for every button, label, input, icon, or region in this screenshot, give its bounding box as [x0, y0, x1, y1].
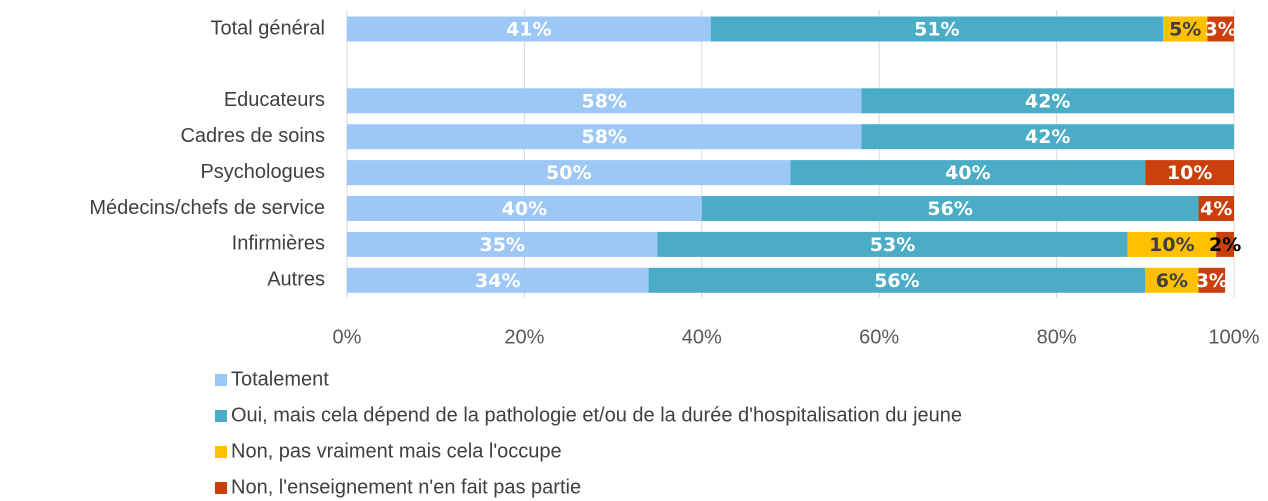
- bar-segment: [861, 124, 1234, 150]
- bar-segment: [648, 267, 1146, 293]
- data-label: 3%: [1196, 270, 1228, 292]
- bar-segment: [710, 16, 1164, 42]
- bar-segment: [1216, 231, 1234, 257]
- bar-segment: [1163, 16, 1208, 42]
- bar-segment: [790, 160, 1146, 186]
- category-label: Total général: [210, 17, 325, 39]
- data-label: 35%: [479, 234, 524, 256]
- bar-segment: [1127, 231, 1217, 257]
- data-label: 56%: [874, 270, 919, 292]
- data-label: 53%: [870, 234, 915, 256]
- legend-label: Totalement: [231, 368, 329, 390]
- bar-segment: [657, 231, 1128, 257]
- bar-segment: [1145, 160, 1234, 186]
- x-tick-label: 40%: [682, 326, 722, 348]
- category-label: Educateurs: [224, 89, 325, 111]
- bar-segment: [347, 124, 862, 150]
- legend-swatch: [215, 446, 227, 458]
- data-label: 40%: [502, 198, 547, 220]
- x-tick-label: 80%: [1037, 326, 1077, 348]
- data-label: 58%: [581, 126, 626, 148]
- bar-segment: [861, 88, 1234, 114]
- category-label: Cadres de soins: [180, 125, 325, 147]
- bar-segment: [701, 196, 1199, 221]
- category-label: Médecins/chefs de service: [89, 197, 325, 219]
- bar-segment: [347, 196, 702, 221]
- legend-label: Non, l'enseignement n'en fait pas partie: [231, 476, 581, 498]
- data-label: 4%: [1200, 198, 1232, 220]
- bar-segment: [347, 16, 711, 42]
- data-label: 41%: [506, 19, 551, 41]
- legend-label: Oui, mais cela dépend de la pathologie e…: [231, 404, 962, 426]
- legend-swatch: [215, 374, 227, 386]
- x-tick-label: 100%: [1208, 326, 1259, 348]
- data-label: 3%: [1205, 19, 1237, 41]
- legend-swatch: [215, 410, 227, 422]
- legend-swatch: [215, 482, 227, 494]
- data-label: 51%: [914, 19, 959, 41]
- bar-segment: [347, 267, 649, 293]
- bar-segment: [347, 160, 791, 186]
- data-label: 6%: [1156, 270, 1188, 292]
- data-label: 34%: [475, 270, 520, 292]
- data-label: 42%: [1025, 90, 1070, 112]
- bar-segment: [1198, 267, 1226, 293]
- data-label: 40%: [945, 162, 990, 184]
- data-label: 10%: [1149, 234, 1194, 256]
- bar-segment: [1198, 196, 1234, 221]
- category-label: Autres: [267, 269, 325, 291]
- data-label: 56%: [927, 198, 972, 220]
- x-tick-label: 20%: [504, 326, 544, 348]
- category-label: Infirmières: [232, 233, 325, 255]
- data-label: 50%: [546, 162, 591, 184]
- bar-segment: [1207, 16, 1234, 42]
- data-label: 5%: [1169, 19, 1201, 41]
- bar-segment: [347, 88, 862, 114]
- data-label: 10%: [1167, 162, 1212, 184]
- legend-label: Non, pas vraiment mais cela l'occupe: [231, 440, 562, 462]
- category-label: Psychologues: [200, 161, 325, 183]
- bar-segment: [1145, 267, 1199, 293]
- data-label: 42%: [1025, 126, 1070, 148]
- x-tick-label: 60%: [859, 326, 899, 348]
- x-tick-label: 0%: [333, 326, 362, 348]
- bar-segment: [347, 231, 658, 257]
- data-label: 58%: [581, 90, 626, 112]
- data-label: 2%: [1209, 234, 1241, 256]
